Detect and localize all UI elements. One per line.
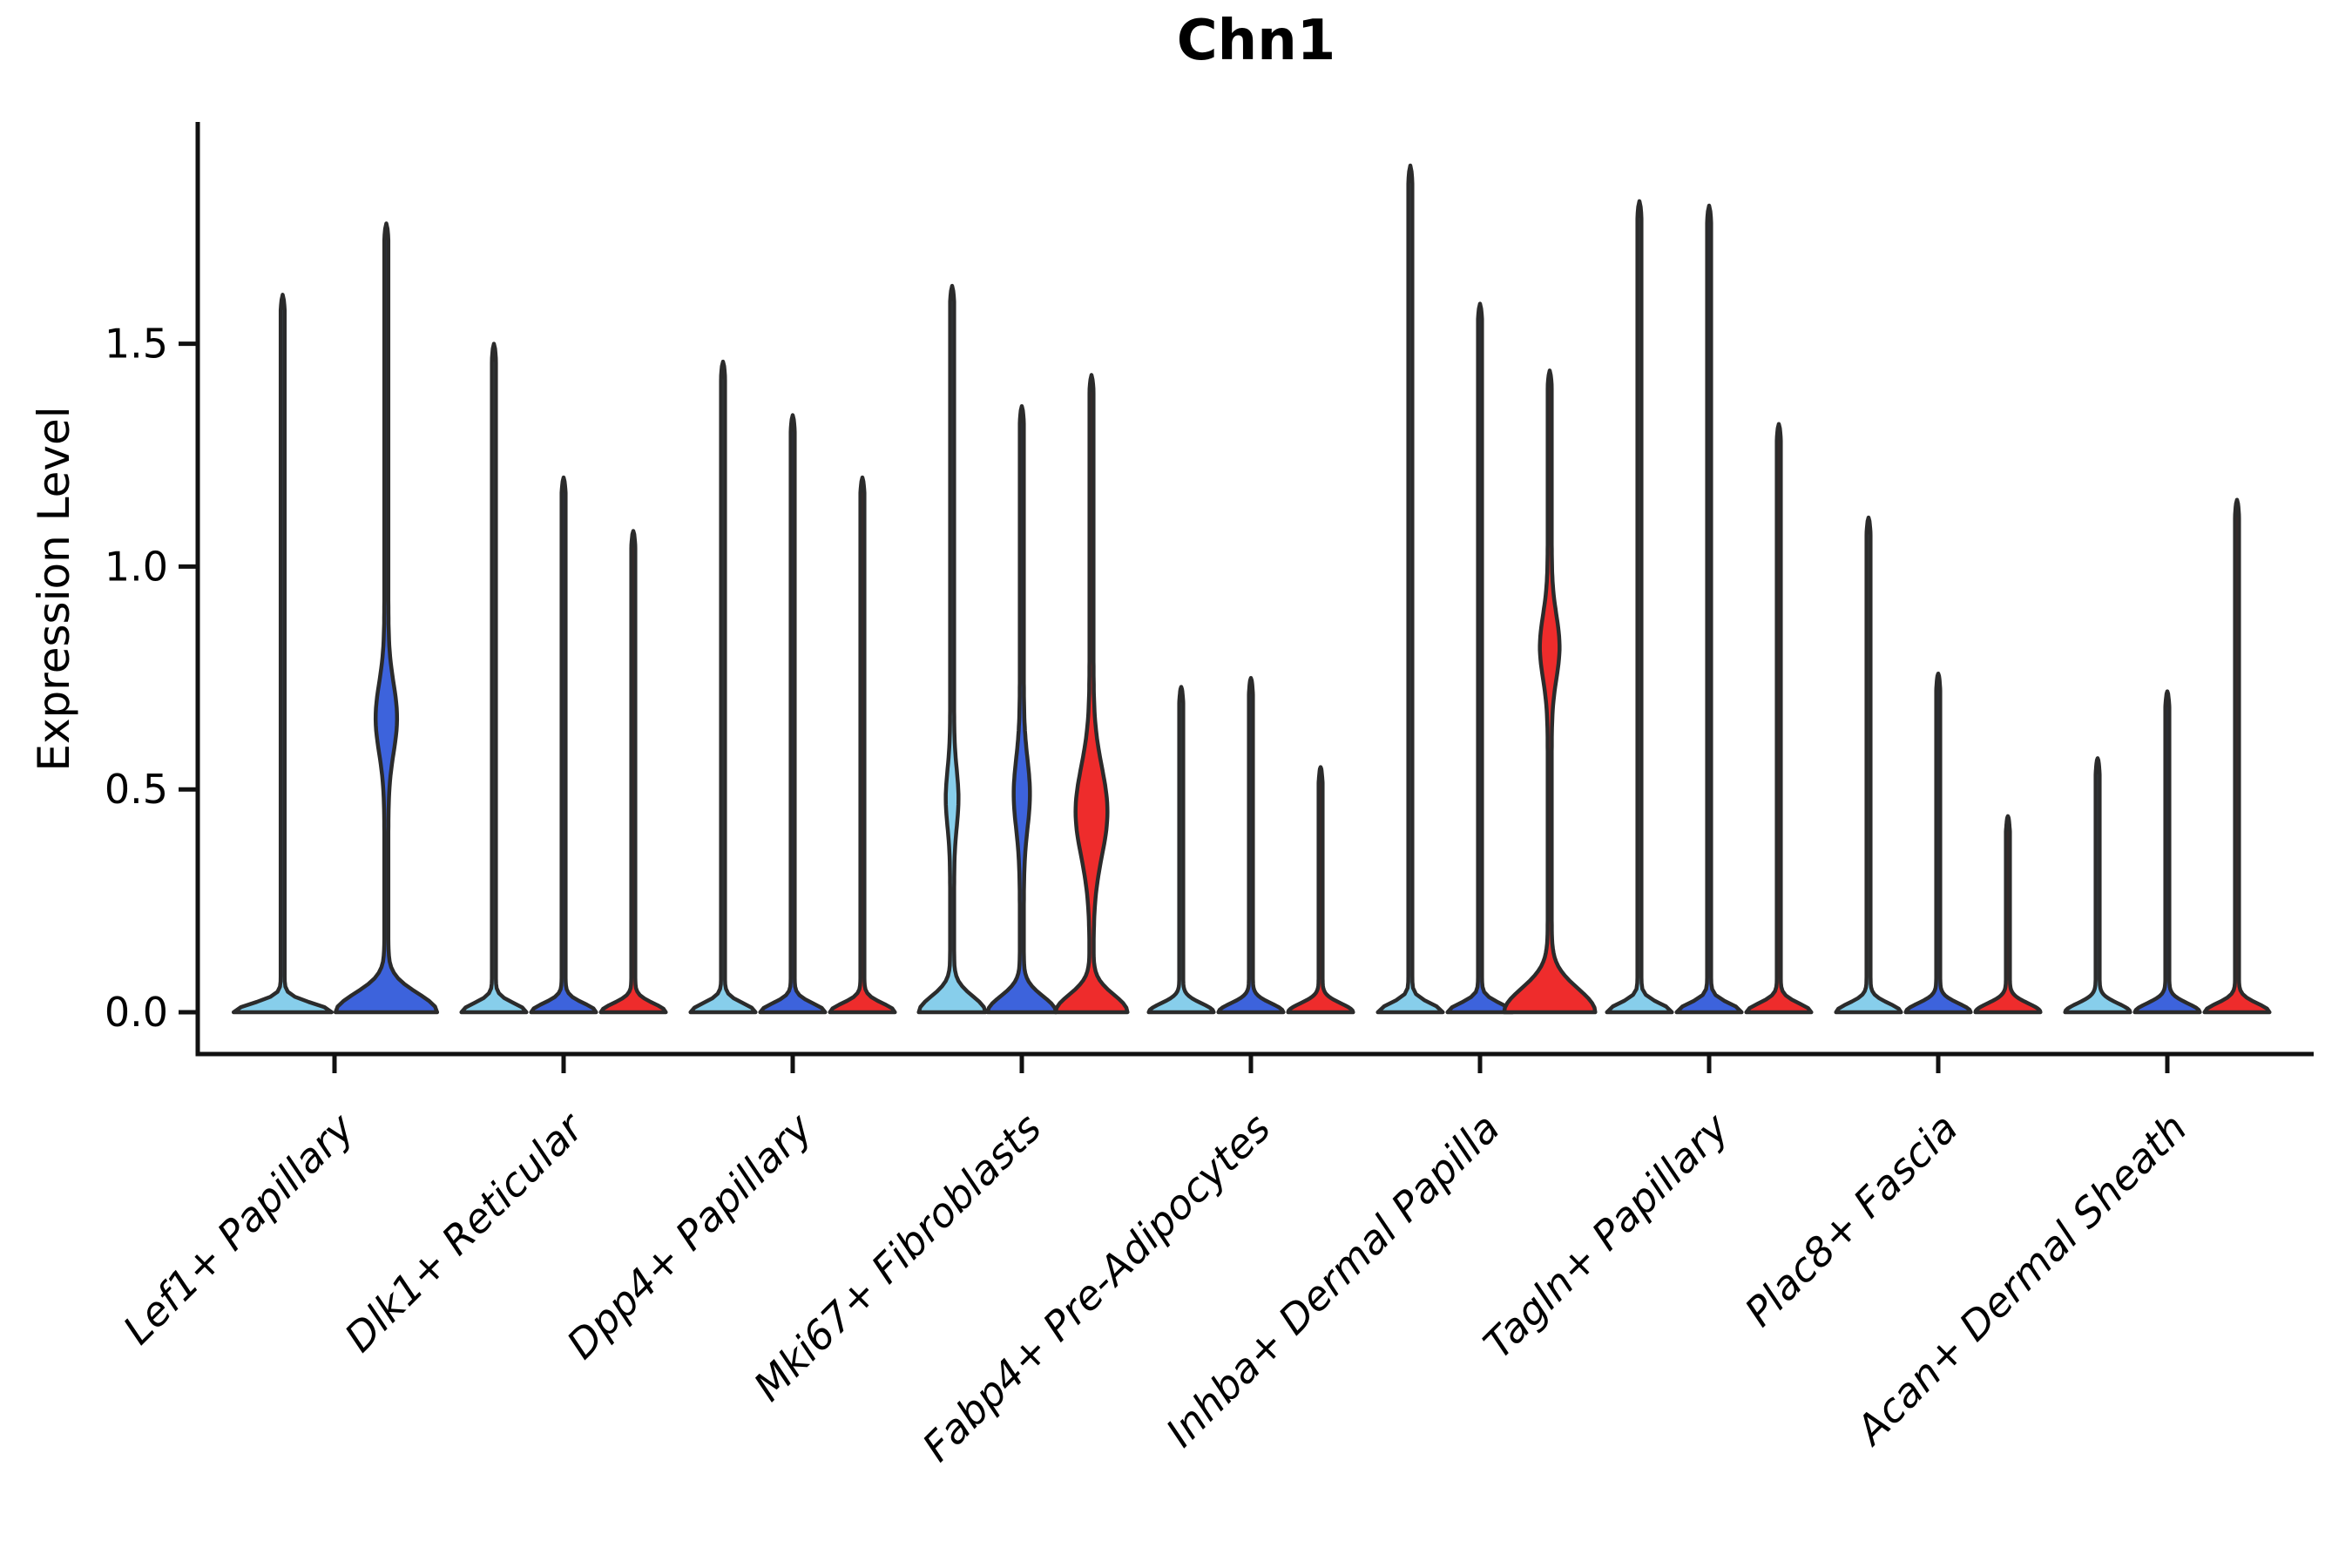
violin [459,341,529,1015]
violin [529,475,598,1015]
violin [1286,765,1355,1015]
x-tick-label: Tagln+ Papillary [1474,1104,1738,1368]
violin [1973,814,2043,1015]
violin [1674,203,1744,1015]
violin [231,293,335,1015]
violin [1744,422,1814,1015]
violin [985,403,1058,1015]
x-tick-label: Plac8+ Fascia [1735,1105,1966,1335]
violin [598,529,668,1015]
chart-title: Chn1 [1176,9,1336,73]
violin [1502,368,1598,1015]
violin [1375,163,1445,1015]
violin [2132,689,2202,1015]
violin [333,221,440,1015]
violin [2063,756,2132,1015]
y-tick-label: 1.0 [105,543,168,590]
x-tick-label: Dlk1+ Reticular [335,1102,594,1361]
violin [688,359,758,1015]
violin [1445,301,1515,1015]
violin [1903,671,1973,1015]
y-tick-label: 0.5 [105,766,168,813]
violin [916,283,988,1015]
y-tick-label: 1.5 [105,321,168,368]
violin [828,475,897,1015]
violin [1834,515,1903,1015]
violin [1216,676,1286,1015]
violin [1146,685,1216,1015]
violin [1605,199,1674,1015]
violin [2202,497,2272,1015]
violin [1053,373,1130,1015]
violin [758,413,828,1015]
y-tick-label: 0.0 [105,989,168,1036]
x-tick-label: Lef1+ Papillary [114,1104,363,1353]
x-tick-label: Dpp4+ Papillary [558,1104,821,1368]
